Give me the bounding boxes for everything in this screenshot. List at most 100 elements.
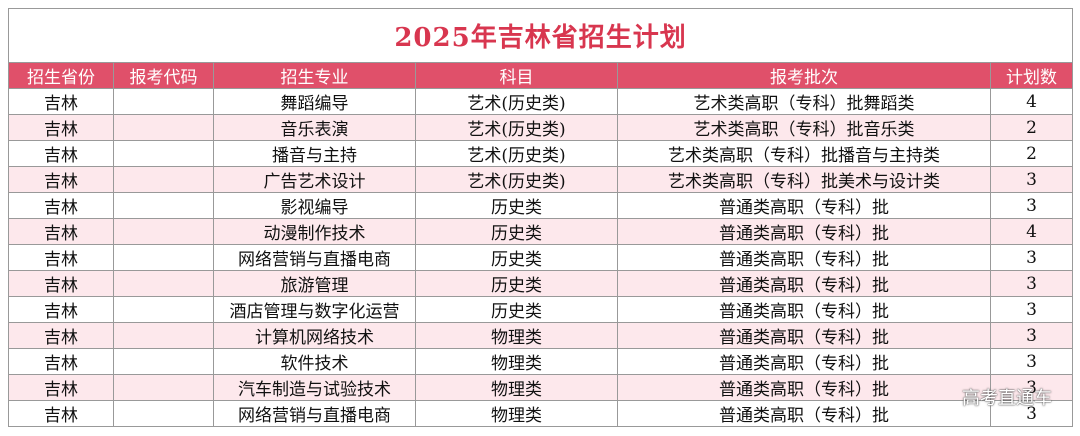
table-cell: 艺术(历史类) [415,88,618,115]
table-row: 吉林 影视编导 历史类 普通类高职（专科）批 3 [8,192,1074,219]
table-cell: 动漫制作技术 [213,218,416,245]
table-row: 吉林 汽车制造与试验技术 物理类 普通类高职（专科）批 3 [8,374,1074,401]
table-cell: 3 [989,244,1074,271]
watermark: 高考直通车 [962,388,1052,409]
table-cell: 网络营销与直播电商 [213,244,416,271]
table-row: 吉林 舞蹈编导 艺术(历史类) 艺术类高职（专科）批舞蹈类 4 [8,88,1074,115]
header-cell: 报考代码 [113,62,214,89]
table-cell: 软件技术 [213,348,416,375]
table-row: 吉林 软件技术 物理类 普通类高职（专科）批 3 [8,348,1074,375]
table-row: 吉林 网络营销与直播电商 物理类 普通类高职（专科）批 3 [8,400,1074,427]
table-cell: 吉林 [8,400,114,427]
table-cell: 吉林 [8,192,114,219]
table-cell: 历史类 [415,296,618,323]
empty-cell [113,244,214,271]
table-cell: 汽车制造与试验技术 [213,374,416,401]
table-cell: 吉林 [8,218,114,245]
table-cell: 2 [989,140,1074,167]
table-cell: 广告艺术设计 [213,166,416,193]
table-row: 吉林 计算机网络技术 物理类 普通类高职（专科）批 3 [8,322,1074,349]
table-cell: 艺术(历史类) [415,166,618,193]
table-cell: 艺术(历史类) [415,114,618,141]
table-cell: 酒店管理与数字化运营 [213,296,416,323]
empty-cell [113,140,214,167]
table-cell: 吉林 [8,270,114,297]
header-cell: 招生省份 [8,62,114,89]
empty-cell [113,400,214,427]
table-cell: 普通类高职（专科）批 [617,218,991,245]
table-cell: 普通类高职（专科）批 [617,270,991,297]
table-body: 吉林 舞蹈编导 艺术(历史类) 艺术类高职（专科）批舞蹈类 4 吉林 音乐表演 艺术(历史类)… [8,88,1074,427]
table-cell: 普通类高职（专科）批 [617,244,991,271]
table-cell: 吉林 [8,244,114,271]
table-cell: 普通类高职（专科）批 [617,374,991,401]
empty-cell [113,296,214,323]
table-cell: 艺术类高职（专科）批舞蹈类 [617,88,991,115]
table-row: 吉林 广告艺术设计 艺术(历史类) 艺术类高职（专科）批美术与设计类 3 [8,166,1074,193]
table-row: 吉林 播音与主持 艺术(历史类) 艺术类高职（专科）批播音与主持类 2 [8,140,1074,167]
table-cell: 旅游管理 [213,270,416,297]
table-cell: 普通类高职（专科）批 [617,400,991,427]
table-cell: 3 [989,192,1074,219]
table-cell: 网络营销与直播电商 [213,400,416,427]
table-cell: 物理类 [415,374,618,401]
empty-cell [113,192,214,219]
table-cell: 2 [989,114,1074,141]
table-cell: 物理类 [415,348,618,375]
table-cell: 普通类高职（专科）批 [617,322,991,349]
table-cell: 历史类 [415,218,618,245]
table-cell: 播音与主持 [213,140,416,167]
header-cell: 招生专业 [213,62,416,89]
table-cell: 舞蹈编导 [213,88,416,115]
table-cell: 普通类高职（专科）批 [617,192,991,219]
table-cell: 3 [989,296,1074,323]
table-cell: 计算机网络技术 [213,322,416,349]
table-title: 2025年吉林省招生计划 [7,8,1074,63]
table-cell: 吉林 [8,374,114,401]
table-cell: 4 [989,88,1074,115]
table-cell: 历史类 [415,244,618,271]
empty-cell [113,166,214,193]
table-row: 吉林 动漫制作技术 历史类 普通类高职（专科）批 4 [8,218,1074,245]
empty-cell [113,114,214,141]
table-head: 2025年吉林省招生计划 招生省份 报考代码 招生专业 科目 报考批次 计划数 [7,8,1074,89]
table-cell: 历史类 [415,192,618,219]
table-cell: 历史类 [415,270,618,297]
table-cell: 3 [989,322,1074,349]
header-cell: 计划数 [989,62,1074,89]
table-cell: 3 [989,400,1074,427]
table-row: 吉林 旅游管理 历史类 普通类高职（专科）批 3 [8,270,1074,297]
table-row: 吉林 音乐表演 艺术(历史类) 艺术类高职（专科）批音乐类 2 [8,114,1074,141]
table-cell: 3 [989,348,1074,375]
empty-cell [113,218,214,245]
table-cell: 音乐表演 [213,114,416,141]
table-cell: 物理类 [415,322,618,349]
table-cell: 吉林 [8,114,114,141]
table-cell: 吉林 [8,140,114,167]
table-cell: 吉林 [8,322,114,349]
plan-table: 2025年吉林省招生计划 招生省份 报考代码 招生专业 科目 报考批次 计划数 吉林 舞蹈编… [7,8,1074,427]
empty-cell [113,348,214,375]
header-row: 招生省份 报考代码 招生专业 科目 报考批次 计划数 [8,62,1074,89]
header-cell: 报考批次 [617,62,991,89]
table-cell: 普通类高职（专科）批 [617,348,991,375]
table-cell: 吉林 [8,348,114,375]
table-cell: 普通类高职（专科）批 [617,296,991,323]
table-row: 吉林 网络营销与直播电商 历史类 普通类高职（专科）批 3 [8,244,1074,271]
table-cell: 3 [989,166,1074,193]
table-cell: 艺术(历史类) [415,140,618,167]
empty-cell [113,374,214,401]
table-cell: 影视编导 [213,192,416,219]
empty-cell [113,322,214,349]
table-cell: 4 [989,218,1074,245]
table-cell: 吉林 [8,166,114,193]
table-cell: 3 [989,270,1074,297]
table-cell: 艺术类高职（专科）批播音与主持类 [617,140,991,167]
table-row: 吉林 酒店管理与数字化运营 历史类 普通类高职（专科）批 3 [8,296,1074,323]
empty-cell [113,270,214,297]
table-cell: 艺术类高职（专科）批美术与设计类 [617,166,991,193]
table-cell: 3 [989,374,1074,401]
table-cell: 吉林 [8,296,114,323]
table-cell: 物理类 [415,400,618,427]
